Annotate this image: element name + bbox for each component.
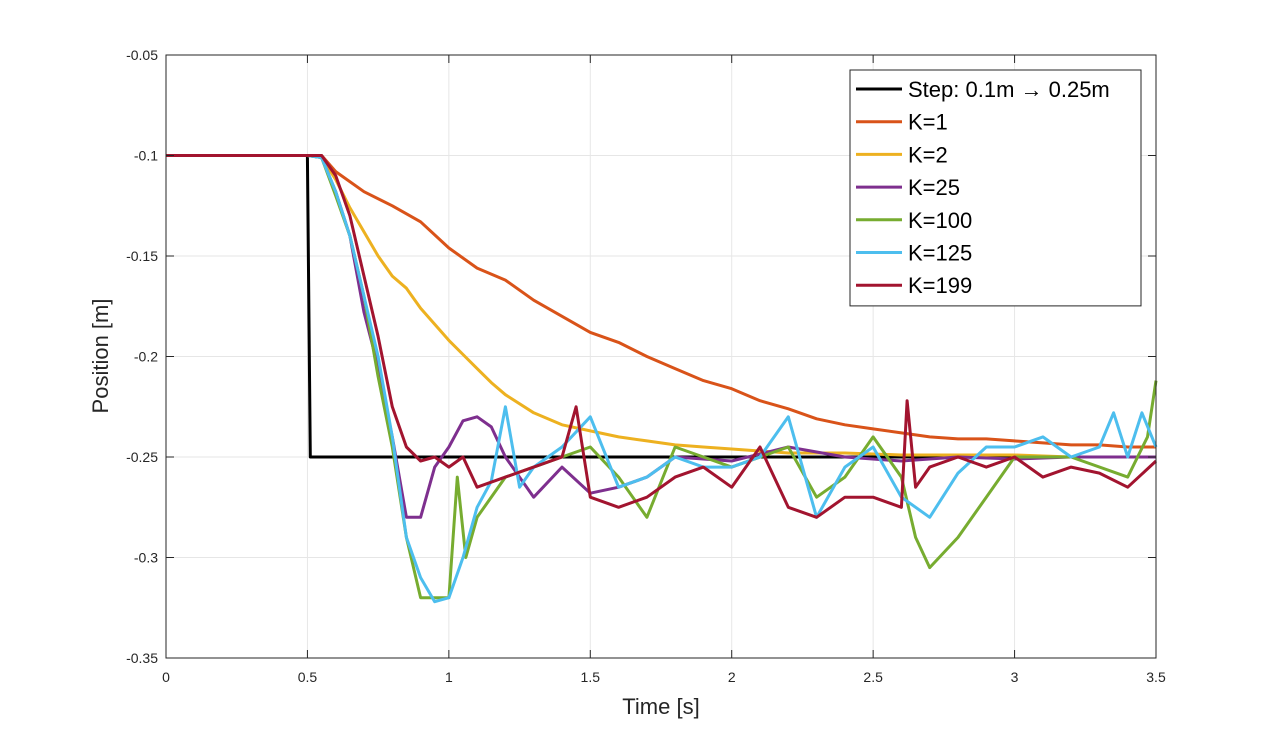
x-tick-label: 1 bbox=[445, 669, 453, 685]
x-tick-label: 2 bbox=[728, 669, 736, 685]
y-tick-label: -0.2 bbox=[134, 349, 158, 365]
y-axis-ticks: -0.05 -0.1 -0.15 -0.2 -0.25 -0.3 -0.35 bbox=[126, 47, 1156, 666]
legend-label: K=2 bbox=[908, 142, 948, 167]
x-tick-label: 3 bbox=[1011, 669, 1019, 685]
legend: Step: 0.1m → 0.25m K=1 K=2 K=25 K=100 K=125 K=… bbox=[849, 69, 1142, 307]
series-line bbox=[166, 154, 1156, 459]
series-layer bbox=[166, 154, 1158, 604]
legend-label: K=100 bbox=[908, 208, 972, 233]
y-tick-label: -0.35 bbox=[126, 650, 158, 666]
series-line bbox=[166, 154, 1156, 449]
x-tick-label: 3.5 bbox=[1146, 669, 1166, 685]
series-line bbox=[166, 154, 1158, 600]
x-tick-label: 0.5 bbox=[298, 669, 318, 685]
legend-label: K=25 bbox=[908, 175, 960, 200]
y-tick-label: -0.25 bbox=[126, 449, 158, 465]
legend-label: K=125 bbox=[908, 241, 972, 266]
x-axis-ticks: 0 0.5 1 1.5 2 2.5 3 3.5 bbox=[162, 55, 1166, 685]
x-axis-title: Time [s] bbox=[622, 694, 699, 719]
y-tick-label: -0.15 bbox=[126, 248, 158, 264]
y-tick-label: -0.1 bbox=[134, 148, 158, 164]
series-line bbox=[166, 154, 1158, 519]
x-tick-label: 1.5 bbox=[581, 669, 601, 685]
y-axis-title: Position [m] bbox=[88, 299, 113, 414]
y-tick-label: -0.05 bbox=[126, 47, 158, 63]
series-line bbox=[166, 154, 1158, 604]
y-tick-label: -0.3 bbox=[134, 550, 158, 566]
legend-label: Step: 0.1m → 0.25m bbox=[908, 77, 1110, 102]
x-tick-label: 2.5 bbox=[863, 669, 883, 685]
legend-label: K=1 bbox=[908, 110, 948, 135]
legend-label: K=199 bbox=[908, 273, 972, 298]
x-tick-label: 0 bbox=[162, 669, 170, 685]
